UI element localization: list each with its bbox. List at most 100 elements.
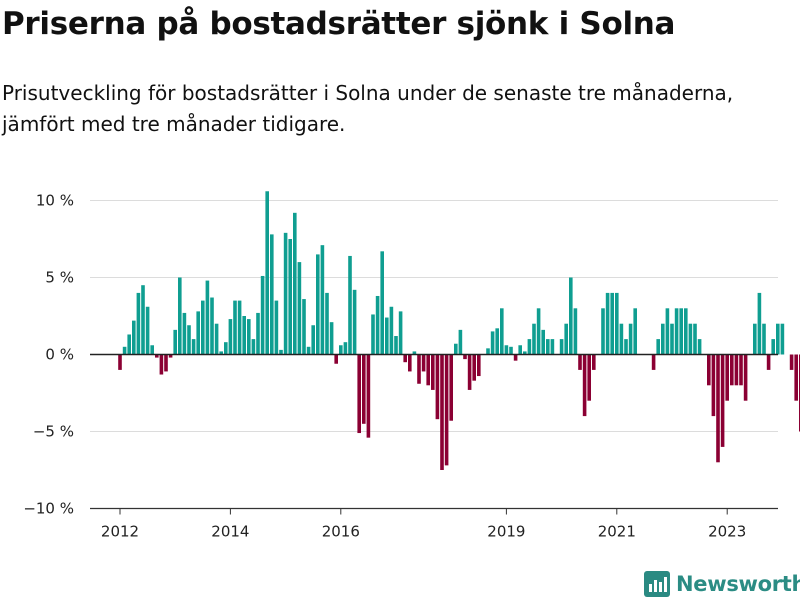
chart-bar [582,354,587,417]
chart-bar [320,245,325,355]
chart-bar [500,308,504,355]
chart-bar [633,308,637,355]
chart-bar [739,354,743,386]
chart-bar [628,323,633,355]
chart-bar [118,354,122,370]
chart-bar [720,354,725,447]
chart-bar [247,319,251,355]
chart-bar [352,289,357,355]
chart-bar [306,346,311,355]
chart-bar [187,325,191,355]
y-tick-label: −10 % [23,500,74,518]
chart-bar [417,354,421,384]
chart-bar [536,308,541,355]
chart-bar [684,308,688,355]
chart-bar [403,354,407,363]
chart-bar [224,342,228,355]
chart-bar [159,354,164,375]
chart-bar [270,234,274,355]
chart-bar [504,345,509,355]
chart-bar [780,323,785,355]
chart-bar [132,320,136,355]
chart-bar [725,354,729,401]
chart-bar [334,354,338,364]
chart-bar [610,292,614,355]
chart-bar [339,345,343,355]
chart-bar [288,239,292,355]
chart-bar [228,319,233,355]
chart-bar [168,354,173,358]
newsworthy-logo: Newsworthy [644,569,800,599]
grid-lines [90,200,778,510]
chart-bar [426,354,430,386]
chart-bar [486,348,490,355]
chart-bar [757,292,762,355]
x-tick-label: 2012 [101,523,139,541]
chart-bar [297,262,302,355]
chart-bar [670,323,674,355]
chart-bar [274,300,279,355]
chart-bar [145,306,150,355]
chart-bar [766,354,771,370]
chart-bar [716,354,720,463]
chart-bar [697,339,702,355]
chart-bar [688,323,693,355]
chart-bar [711,354,716,417]
chart-bar [458,329,463,355]
chart-bar [398,311,403,355]
chart-bar [789,354,794,370]
chart-bar [550,339,555,355]
chart-bar [776,323,780,355]
x-tick-label: 2016 [322,523,360,541]
chart-bar [302,299,306,355]
chart-bar [619,323,624,355]
chart-bar [573,308,578,355]
chart-bar [730,354,734,386]
chart-bar [127,334,131,355]
chart-bar [440,354,444,470]
chart-bar [651,354,656,370]
chart-bar [743,354,748,401]
chart-bar [431,354,435,390]
axes [90,353,778,515]
chart-bar [311,325,315,355]
chart-bar [734,354,739,386]
chart-bar [449,354,453,421]
chart-bar [624,339,628,355]
chart-bar [509,346,513,355]
chart-bar [371,314,375,355]
chart-bar [541,329,545,355]
x-tick-label: 2014 [211,523,249,541]
y-tick-label: 5 % [45,269,74,287]
chart-bar [389,306,394,355]
chart-bar [256,312,260,355]
chart-bar [495,328,499,355]
chart-bar [661,323,665,355]
chart-bar [283,232,288,355]
chart-logo-icon [644,571,670,597]
chart-bar [513,354,518,361]
chart-bar [366,354,371,438]
chart-bar [233,300,237,355]
chart-bar [578,354,582,370]
chart-bar [601,308,605,355]
chart-bar [771,339,775,355]
y-tick-label: 10 % [36,192,74,210]
chart-bar [155,354,159,358]
chart-bar [182,312,187,355]
chart-bar [201,300,205,355]
chart-bar [679,308,683,355]
chart-bar [435,354,440,420]
chart-bar [357,354,361,434]
chart-bar [472,354,476,381]
chart-bar [394,336,398,355]
chart-bar [444,354,449,466]
chart-bar [546,339,550,355]
chart-bar [569,277,573,355]
x-tick-label: 2021 [598,523,636,541]
chart-bar [260,275,265,355]
chart-bar [329,322,334,355]
chart-bar [753,323,757,355]
chart-bar [523,351,527,355]
